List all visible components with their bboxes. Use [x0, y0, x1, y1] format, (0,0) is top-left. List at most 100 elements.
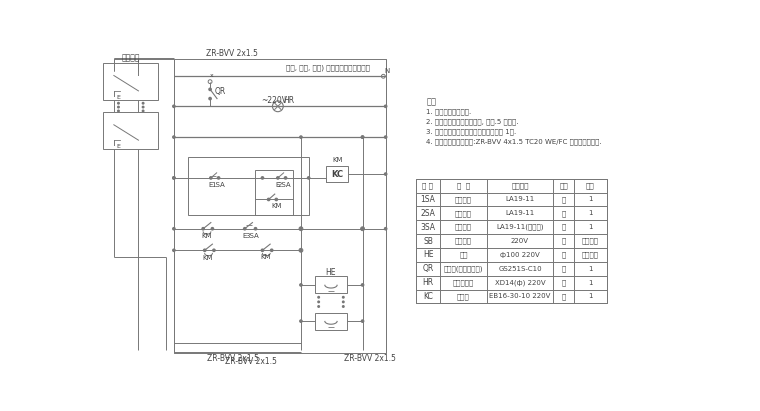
Text: KM: KM — [201, 233, 211, 240]
Circle shape — [261, 177, 264, 179]
Bar — [439, 248, 487, 262]
Bar — [439, 179, 487, 192]
Bar — [188, 157, 309, 215]
Circle shape — [204, 249, 206, 252]
Text: 警铃: 警铃 — [459, 252, 467, 258]
Bar — [416, 220, 439, 234]
Circle shape — [118, 102, 119, 104]
Bar — [416, 290, 439, 303]
Bar — [575, 206, 606, 220]
Circle shape — [299, 320, 302, 322]
Bar — [575, 262, 606, 276]
Text: KM: KM — [332, 157, 343, 163]
Bar — [416, 206, 439, 220]
Circle shape — [213, 249, 215, 252]
Bar — [553, 262, 575, 276]
Bar — [575, 192, 606, 206]
Text: XD14(ф) 220V: XD14(ф) 220V — [495, 279, 546, 286]
Circle shape — [173, 136, 175, 138]
Text: EB16-30-10 220V: EB16-30-10 220V — [489, 293, 551, 300]
Circle shape — [209, 88, 211, 90]
Circle shape — [217, 177, 220, 179]
Text: 被庇按板: 被庇按板 — [122, 53, 140, 62]
Bar — [103, 63, 159, 100]
Bar — [103, 113, 159, 150]
Circle shape — [173, 105, 175, 107]
Bar — [315, 313, 347, 330]
Text: KM: KM — [202, 255, 213, 261]
Bar — [487, 276, 553, 290]
Bar — [575, 290, 606, 303]
Bar — [487, 290, 553, 303]
Circle shape — [308, 177, 310, 179]
Bar — [416, 276, 439, 290]
Text: 被庇按钮: 被庇按钮 — [455, 238, 472, 245]
Circle shape — [268, 199, 270, 201]
Text: 启动按钮: 启动按钮 — [455, 210, 472, 217]
Text: 说明: 说明 — [426, 97, 436, 106]
Bar — [439, 262, 487, 276]
Circle shape — [343, 306, 344, 307]
Text: 1SA: 1SA — [211, 182, 225, 188]
Text: 个: 个 — [562, 266, 565, 272]
Bar — [575, 248, 606, 262]
Text: HR: HR — [283, 96, 294, 105]
Text: 1SA: 1SA — [420, 195, 435, 204]
Text: 个: 个 — [562, 252, 565, 258]
Bar — [575, 179, 606, 192]
Circle shape — [173, 177, 175, 179]
Text: 1: 1 — [588, 266, 593, 272]
Text: 1. 增加火灾显警装置.: 1. 增加火灾显警装置. — [426, 109, 472, 115]
Text: 个: 个 — [562, 293, 565, 300]
Bar — [487, 206, 553, 220]
Circle shape — [299, 284, 302, 286]
Circle shape — [275, 199, 277, 201]
Bar — [439, 276, 487, 290]
Text: ф100 220V: ф100 220V — [500, 252, 540, 258]
Bar — [416, 192, 439, 206]
Circle shape — [209, 97, 211, 100]
Circle shape — [299, 228, 302, 230]
Text: ZR-BVV 2x1.5: ZR-BVV 2x1.5 — [344, 354, 396, 363]
Bar — [416, 262, 439, 276]
Bar — [174, 59, 385, 353]
Circle shape — [118, 106, 119, 108]
Text: 220V: 220V — [511, 238, 529, 244]
Circle shape — [299, 249, 302, 252]
Circle shape — [385, 173, 387, 175]
Text: SB: SB — [423, 237, 433, 245]
Bar — [439, 206, 487, 220]
Bar — [553, 206, 575, 220]
Text: 停止按钮: 停止按钮 — [455, 196, 472, 203]
Circle shape — [211, 228, 214, 230]
Text: 符 号: 符 号 — [423, 182, 433, 189]
Circle shape — [118, 110, 119, 112]
Text: QR: QR — [423, 264, 434, 273]
Bar — [326, 166, 348, 182]
Text: 1: 1 — [588, 196, 593, 203]
Text: 电源指示灯: 电源指示灯 — [453, 279, 474, 286]
Circle shape — [385, 228, 387, 230]
Text: 个: 个 — [562, 238, 565, 245]
Circle shape — [362, 136, 364, 138]
Text: 个: 个 — [562, 224, 565, 231]
Circle shape — [173, 249, 175, 252]
Text: 3. 此报警钮及警铃在每个消火栓处各组 1个.: 3. 此报警钮及警铃在每个消火栓处各组 1个. — [426, 128, 517, 135]
Bar — [575, 220, 606, 234]
Text: x: x — [210, 73, 214, 78]
Text: ZR-BVV 2x1.5: ZR-BVV 2x1.5 — [225, 357, 277, 366]
Bar — [575, 276, 606, 290]
Circle shape — [318, 296, 319, 298]
Circle shape — [271, 249, 273, 252]
Circle shape — [385, 136, 387, 138]
Text: KC: KC — [423, 292, 433, 301]
Text: E: E — [116, 95, 120, 99]
Text: ~220V: ~220V — [261, 96, 287, 105]
Text: HE: HE — [423, 250, 433, 259]
Circle shape — [343, 296, 344, 298]
Text: HE: HE — [326, 268, 336, 277]
Bar — [553, 234, 575, 248]
Text: 接触器: 接触器 — [457, 293, 470, 300]
Text: 1: 1 — [588, 293, 593, 300]
Bar — [553, 290, 575, 303]
